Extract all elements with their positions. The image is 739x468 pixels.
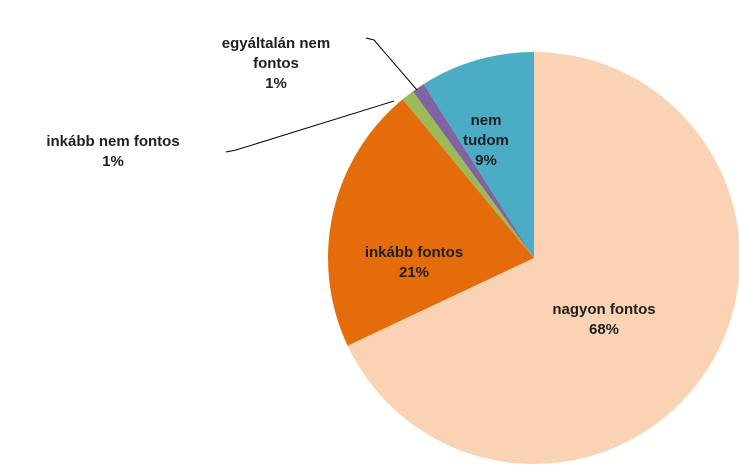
category-label: nagyon fontos — [552, 301, 656, 318]
category-label: egyáltalán nem fontos — [221, 35, 331, 72]
slice-label: nem tudom 9% — [458, 111, 514, 171]
value-label: 1% — [265, 75, 287, 92]
pie-slice — [402, 91, 534, 258]
pie-slice — [412, 84, 534, 258]
value-label: 21% — [398, 264, 430, 281]
value-label: 9% — [475, 152, 497, 169]
pie-slice — [347, 52, 739, 464]
pie-slice — [423, 52, 534, 258]
value-label: 68% — [588, 321, 620, 338]
value-label: 1% — [102, 153, 124, 170]
slice-label: egyáltalán nem fontos 1% — [206, 34, 346, 94]
category-label: nem tudom — [463, 112, 509, 149]
category-label: inkább nem fontos — [46, 133, 180, 150]
category-label: inkább fontos — [364, 244, 464, 261]
leader-line — [365, 37, 418, 91]
slice-label: nagyon fontos 68% — [524, 300, 684, 340]
slice-label: inkább nem fontos 1% — [3, 132, 223, 172]
pie-slice — [327, 99, 534, 346]
leader-line — [225, 100, 395, 153]
slice-label: inkább fontos 21% — [339, 243, 489, 283]
